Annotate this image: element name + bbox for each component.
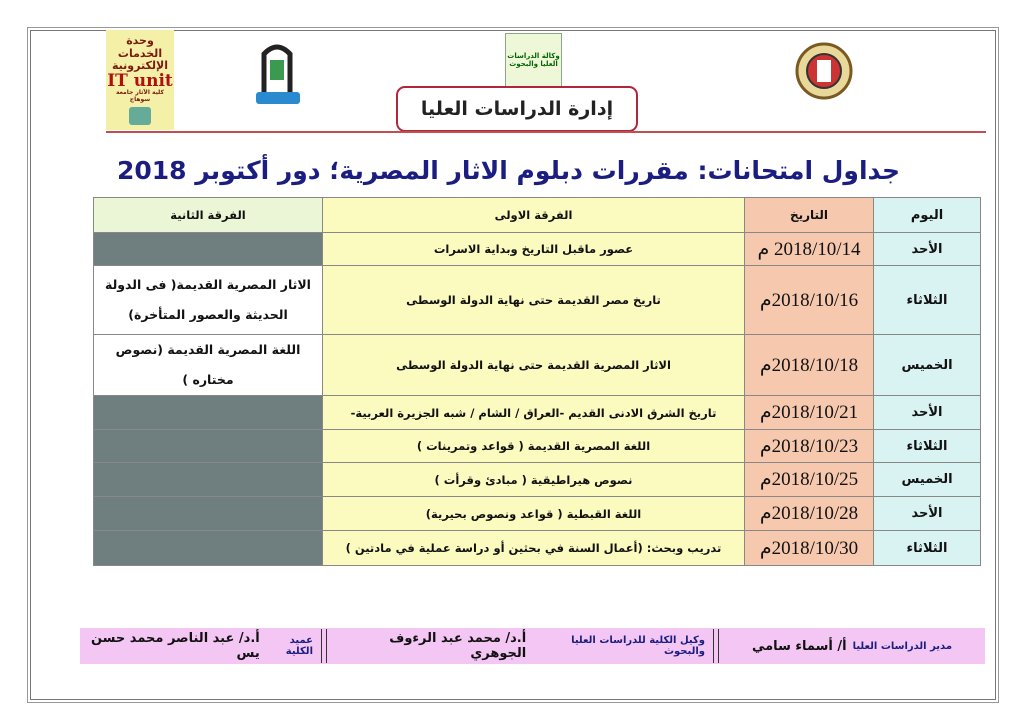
table-row: الخميس 2018/10/25م نصوص هيراطيقية ( مبادئ …	[93, 462, 981, 497]
divider	[713, 629, 719, 663]
cell-second	[93, 496, 323, 531]
cell-first: اللغة القبطية ( قواعد ونصوص بحيرية)	[322, 496, 745, 531]
photo-icon	[129, 106, 151, 125]
college-logo	[250, 40, 305, 108]
cell-date: 2018/10/28م	[744, 496, 874, 531]
cell-first: تاريخ مصر القديمة حتى نهاية الدولة الوسط…	[322, 265, 745, 335]
cell-first: عصور ماقبل التاريخ وبداية الاسرات	[322, 232, 745, 266]
table-row: الأحد 2018/10/28م اللغة القبطية ( قواعد ون…	[93, 496, 981, 531]
table-row: الأحد 2018/10/14 م عصور ماقبل التاريخ وبدا…	[93, 232, 981, 266]
cell-date: 2018/10/30م	[744, 530, 874, 566]
page-frame	[30, 30, 996, 700]
cell-day: الخميس	[873, 334, 981, 396]
cell-day: الثلاثاء	[873, 530, 981, 566]
cell-date: 2018/10/25م	[744, 462, 874, 497]
cell-first: تدريب وبحث: (أعمال السنة في بحثين أو درا…	[322, 530, 745, 566]
table-row: الثلاثاء 2018/10/16م تاريخ مصر القديمة حتى…	[93, 265, 981, 335]
cell-date: 2018/10/16م	[744, 265, 874, 335]
signature-dean: عميد الكلية أ.د/ عبد الناصر محمد حسن يس	[80, 628, 321, 664]
signature-vice-dean: وكيل الكلية للدراسات العليا والبحوث أ.د/…	[327, 628, 713, 664]
table-row: الثلاثاء 2018/10/23م اللغة المصرية القديمة…	[93, 429, 981, 463]
cell-first: نصوص هيراطيقية ( مبادئ وقرأت )	[322, 462, 745, 497]
signature-name: أ.د/ محمد عبد الرءوف الجوهري	[389, 631, 527, 661]
cell-first: تاريخ الشرق الادنى القديم -العراق / الشا…	[322, 395, 745, 430]
table-row: الثلاثاء 2018/10/30م تدريب وبحث: (أعمال ال…	[93, 530, 981, 566]
signature-role: مدير الدراسات العليا	[852, 640, 953, 652]
page-title: جداول امتحانات: مقررات دبلوم الاثار المص…	[116, 156, 900, 185]
table-row: الخميس 2018/10/18م الاثار المصرية القديمة …	[93, 334, 981, 396]
signatures-bar: مدير الدراسات العليا أ/ أسماء سامي وكيل …	[80, 628, 985, 664]
header-date: التاريخ	[744, 197, 874, 233]
cell-first: الاثار المصرية القديمة حتى نهاية الدولة …	[322, 334, 745, 396]
it-unit-logo: وحدة الخدمات الإلكترونية IT unit كلية ال…	[106, 30, 174, 130]
signature-name: أ.د/ عبد الناصر محمد حسن يس	[90, 631, 260, 661]
cell-day: الأحد	[873, 395, 981, 430]
cell-second	[93, 462, 323, 497]
cell-date: 2018/10/21م	[744, 395, 874, 430]
signature-name: أ/ أسماء سامي	[751, 638, 847, 654]
header-second-year: الفرقة الثانية	[93, 197, 323, 233]
table-row: الأحد 2018/10/21م تاريخ الشرق الادنى القدي…	[93, 395, 981, 430]
signature-graduate-director: مدير الدراسات العليا أ/ أسماء سامي	[719, 628, 985, 664]
department-banner: إدارة الدراسات العليا	[396, 86, 638, 132]
signature-role: عميد الكلية	[285, 635, 313, 657]
divider	[106, 131, 986, 133]
graduate-studies-logo: وكالة الدراسات العليا والبحوث	[505, 33, 562, 87]
cell-day: الثلاثاء	[873, 265, 981, 335]
logo-text: كلية الآثار جامعة سوهاج	[115, 89, 164, 103]
cell-second: الاثار المصرية القديمة( فى الدولة الحديث…	[93, 265, 323, 335]
cell-second: اللغة المصرية القديمة (نصوص مختاره )	[93, 334, 323, 396]
cell-day: الخميس	[873, 462, 981, 497]
signature-role: وكيل الكلية للدراسات العليا والبحوث	[571, 635, 705, 657]
cell-date: 2018/10/18م	[744, 334, 874, 396]
logo-text: وحدة الخدمات	[117, 34, 163, 60]
cell-date: 2018/10/23م	[744, 429, 874, 463]
cell-second	[93, 429, 323, 463]
cell-first: اللغة المصرية القديمة ( قواعد وتمرينات )	[322, 429, 745, 463]
cell-day: الثلاثاء	[873, 429, 981, 463]
table-header-row: اليوم التاريخ الفرقة الاولى الفرقة الثان…	[93, 197, 981, 233]
header-first-year: الفرقة الاولى	[322, 197, 745, 233]
cell-day: الأحد	[873, 232, 981, 266]
university-logo	[795, 40, 853, 102]
cell-second	[93, 395, 323, 430]
logo-text: الإلكترونية	[112, 58, 168, 72]
cell-second	[93, 530, 323, 566]
cell-date: 2018/10/14 م	[744, 232, 874, 266]
exam-schedule-table: اليوم التاريخ الفرقة الاولى الفرقة الثان…	[93, 197, 981, 566]
cell-day: الأحد	[873, 496, 981, 531]
logo-text: وكالة الدراسات العليا والبحوث	[507, 52, 560, 68]
divider	[321, 629, 327, 663]
cell-second	[93, 232, 323, 266]
logo-text: IT unit	[107, 70, 173, 91]
header-day: اليوم	[873, 197, 981, 233]
